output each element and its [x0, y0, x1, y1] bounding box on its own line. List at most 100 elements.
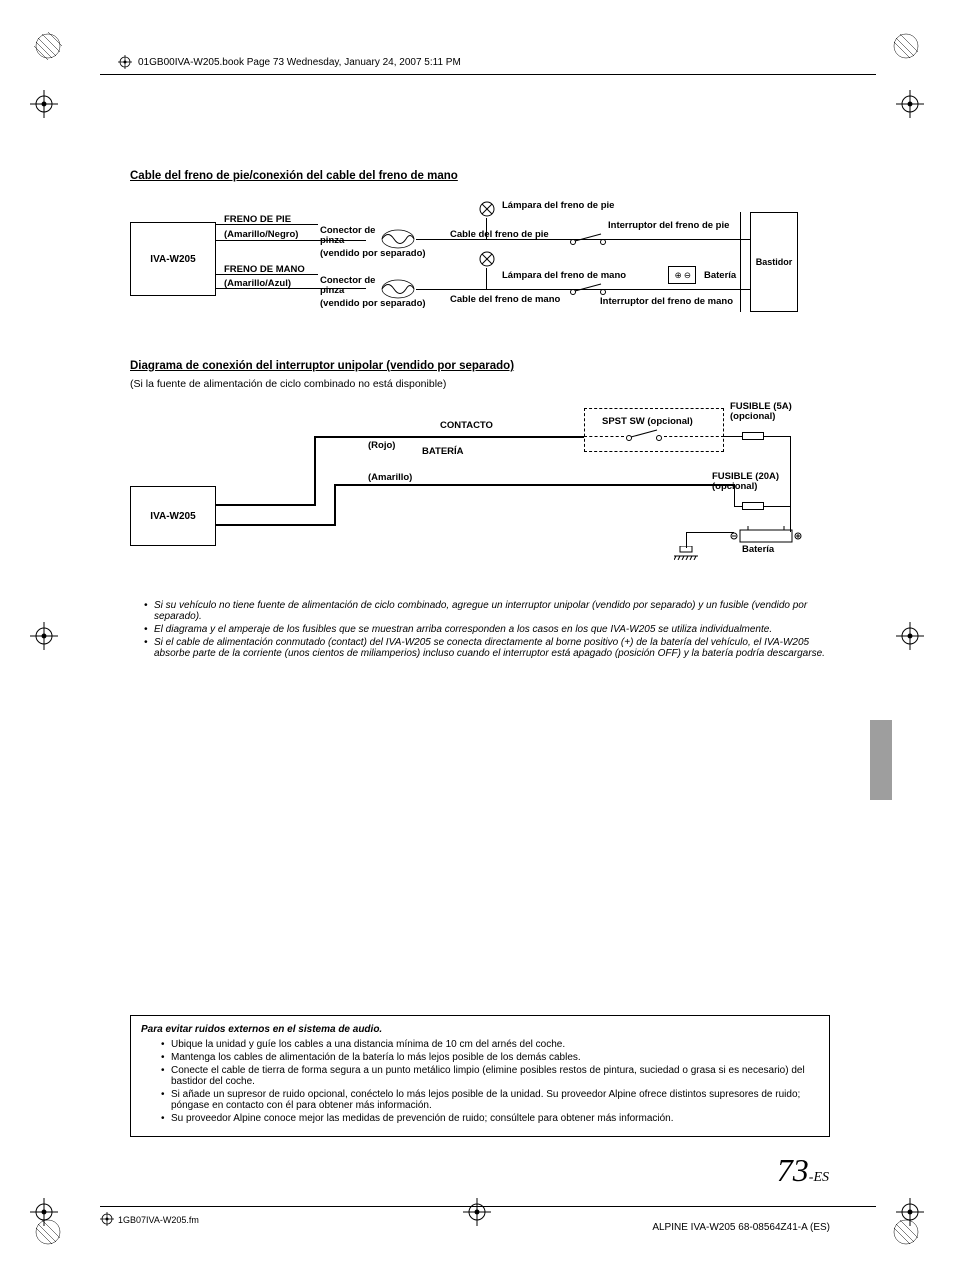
spst-label: SPST SW (opcional) [602, 416, 693, 427]
conector1-label: Conector de pinza [320, 226, 376, 247]
registration-mark-icon [463, 1198, 491, 1226]
header-rule [100, 74, 876, 75]
registration-mark-icon [30, 1198, 58, 1226]
infobox-item: Conecte el cable de tierra de forma segu… [161, 1065, 819, 1087]
conector2-label: Conector de pinza [320, 276, 376, 297]
lampara-mano-label: Lámpara del freno de mano [502, 270, 626, 281]
switch-icon [624, 428, 664, 442]
infobox-item: Su proveedor Alpine conoce mejor las med… [161, 1113, 819, 1124]
fusible5-label: FUSIBLE (5A) (opcional) [730, 402, 810, 423]
footer-left: 1GB07IVA-W205.fm [100, 1212, 199, 1228]
wire [660, 289, 740, 290]
note-item: El diagrama y el amperaje de los fusible… [144, 624, 830, 635]
lampara-pie-label: Lámpara del freno de pie [502, 200, 614, 211]
cable-pie-label: Cable del freno de pie [450, 229, 549, 240]
iva-label2: IVA-W205 [150, 511, 195, 522]
footer-left-text: 1GB07IVA-W205.fm [118, 1215, 199, 1225]
infobox-item: Ubique la unidad y guíe los cables a una… [161, 1039, 819, 1050]
wire [734, 506, 742, 507]
fusible20-label: FUSIBLE (20A) (opcional) [712, 472, 802, 493]
registration-mark-icon [30, 90, 58, 118]
wire-thick [334, 484, 734, 486]
wire [660, 239, 740, 240]
page-num-big: 73 [777, 1152, 809, 1188]
rule [216, 224, 318, 225]
header-text: 01GB00IVA-W205.book Page 73 Wednesday, J… [138, 57, 461, 68]
notes-list: Si su vehículo no tiene fuente de alimen… [130, 600, 830, 659]
bastidor-box: Bastidor [750, 212, 798, 312]
interruptor-mano-label: Interruptor del freno de mano [600, 296, 733, 307]
registration-mark-icon [100, 1212, 114, 1228]
page-header: 01GB00IVA-W205.book Page 73 Wednesday, J… [118, 55, 461, 69]
iva-box: IVA-W205 [130, 222, 216, 296]
wire-thick [314, 436, 584, 438]
wire [734, 484, 735, 506]
bateria-label: Batería [704, 270, 736, 281]
wire [764, 506, 790, 507]
wire [740, 212, 741, 312]
registration-mark-icon [30, 622, 58, 650]
crop-ornament-icon [892, 32, 920, 60]
page-num-suffix: -ES [809, 1170, 829, 1185]
wire-dashed [608, 239, 660, 240]
switch-icon [568, 282, 608, 296]
diagram-brake-connection: IVA-W205 FRENO DE PIE (Amarillo/Negro) C… [130, 192, 830, 332]
wire-dashed [664, 436, 724, 437]
cable-mano-label: Cable del freno de mano [450, 294, 560, 305]
info-box: Para evitar ruidos externos en el sistem… [130, 1015, 830, 1137]
amarillo-label: (Amarillo) [368, 472, 412, 483]
note-item: Si el cable de alimentación conmutado (c… [144, 637, 830, 659]
switch-icon [568, 232, 608, 246]
battery-icon: ⊕⊖ [668, 266, 696, 284]
footer-rule [100, 1206, 876, 1207]
infobox-item: Si añade un supresor de ruido opcional, … [161, 1089, 819, 1111]
bateria2-label: Batería [742, 544, 774, 555]
footer-right: ALPINE IVA-W205 68-08564Z41-A (ES) [652, 1222, 830, 1233]
fuse-icon [742, 432, 764, 440]
amarillo-negro-label: (Amarillo/Negro) [224, 229, 298, 240]
wire [764, 436, 790, 437]
page-number: 73-ES [777, 1152, 829, 1189]
diagram-spst: IVA-W205 (Rojo) CONTACTO (Amarillo) BATE… [130, 396, 830, 586]
section2-subtitle: (Si la fuente de alimentación de ciclo c… [130, 378, 830, 390]
svg-text:⊕: ⊕ [675, 270, 682, 280]
svg-text:⊖: ⊖ [684, 270, 691, 280]
battery-icon [730, 524, 802, 544]
crop-ornament-icon [34, 32, 62, 60]
amarillo-azul-label: (Amarillo/Azul) [224, 278, 291, 289]
side-tab [870, 720, 892, 800]
section1-title: Cable del freno de pie/conexión del cabl… [130, 170, 830, 182]
bastidor-label: Bastidor [756, 257, 793, 267]
iva-label: IVA-W205 [150, 254, 195, 265]
wire-thick [216, 524, 336, 526]
rule [216, 274, 318, 275]
infobox-item: Mantenga los cables de alimentación de l… [161, 1052, 819, 1063]
bateria-l-label: BATERÍA [422, 446, 464, 457]
contacto-label: CONTACTO [440, 420, 493, 431]
wire [486, 268, 487, 289]
wire [724, 436, 742, 437]
connector-icon [380, 228, 416, 250]
iva-box2: IVA-W205 [130, 486, 216, 546]
wire-dashed [608, 289, 660, 290]
note-item: Si su vehículo no tiene fuente de alimen… [144, 600, 830, 622]
ground-icon [674, 546, 698, 560]
registration-mark-icon [896, 90, 924, 118]
infobox-title: Para evitar ruidos externos en el sistem… [141, 1024, 819, 1035]
registration-mark-icon [118, 55, 132, 69]
wire-thick [314, 436, 316, 504]
wire [686, 532, 734, 533]
wire-thick [216, 504, 316, 506]
lamp-icon [478, 200, 496, 218]
wire-thick [334, 484, 336, 524]
section2-title: Diagrama de conexión del interruptor uni… [130, 360, 830, 372]
registration-mark-icon [896, 622, 924, 650]
registration-mark-icon [896, 1198, 924, 1226]
interruptor-pie-label: Interruptor del freno de pie [608, 220, 729, 231]
connector-icon [380, 278, 416, 300]
wire-dashed [584, 436, 624, 437]
fuse-icon [742, 502, 764, 510]
lamp-icon [478, 250, 496, 268]
rojo-label: (Rojo) [368, 440, 395, 451]
content-area: Cable del freno de pie/conexión del cabl… [130, 170, 830, 661]
